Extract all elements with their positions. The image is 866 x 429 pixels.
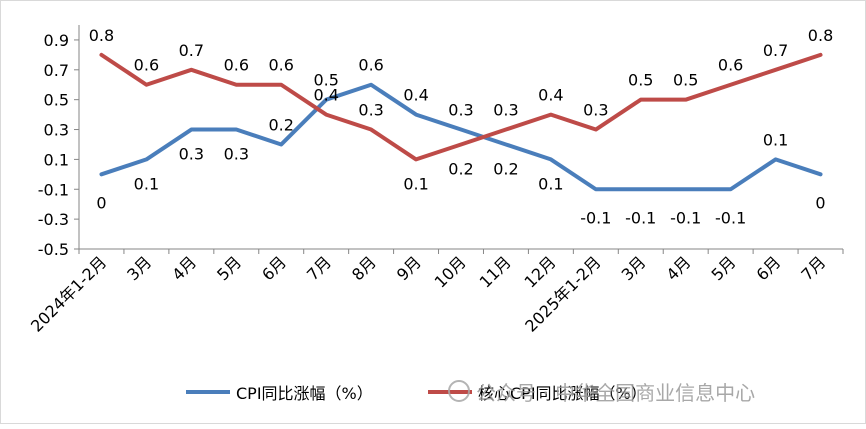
cpi-data-label: 0.5 <box>313 71 338 90</box>
core-cpi-data-label: 0.5 <box>673 71 698 90</box>
cpi-data-label: -0.1 <box>580 208 611 227</box>
x-tick-label: 8月 <box>348 252 380 284</box>
data-labels: 00.10.3 0.30.20.50.60.40.30.20.1-0.1 -0.1-… <box>89 26 834 227</box>
cpi-data-label: -0.1 <box>625 208 656 227</box>
core-cpi-series-line <box>99 52 823 162</box>
core-cpi-data-label: 0.6 <box>718 56 743 75</box>
watermark: 公众号 · 中华全国商业信息中心 <box>448 376 755 406</box>
x-tick-label: 6月 <box>752 252 784 284</box>
cpi-data-label: 0 <box>815 193 825 212</box>
core-cpi-data-label: 0.4 <box>313 86 338 105</box>
cpi-data-label: 0.3 <box>224 145 249 164</box>
cpi-data-label: 0.3 <box>179 145 204 164</box>
core-cpi-data-label: 0.7 <box>179 41 204 60</box>
x-tick-label: 4月 <box>663 252 695 284</box>
core-cpi-data-label: 0.8 <box>808 26 833 45</box>
core-cpi-data-label: 0.6 <box>134 56 159 75</box>
cpi-data-label: 0.1 <box>134 174 159 193</box>
core-cpi-data-label: 0.1 <box>403 174 428 193</box>
x-tick-label: 5月 <box>708 252 740 284</box>
legend-label-core-cpi: 核心CPI同比涨幅（%） <box>478 384 647 403</box>
x-tick-label: 12月 <box>521 252 560 291</box>
y-tick-label: 0.3 <box>44 121 69 140</box>
x-tick-label: 4月 <box>168 252 200 284</box>
x-tick-label: 7月 <box>303 252 335 284</box>
cpi-data-label: 0.2 <box>493 159 518 178</box>
legend-label-cpi: CPI同比涨幅（%） <box>236 384 373 403</box>
y-tick-label: 0.1 <box>44 150 69 169</box>
core-cpi-data-label: 0.6 <box>269 56 294 75</box>
y-tick-label: 0.9 <box>44 31 69 50</box>
x-tick-label: 9月 <box>393 252 425 284</box>
core-cpi-data-label: 0.8 <box>89 26 114 45</box>
x-tick-label: 5月 <box>213 252 245 284</box>
cpi-data-label: 0.3 <box>448 101 473 120</box>
wechat-icon <box>448 380 470 402</box>
legend-item-cpi: CPI同比涨幅（%） <box>186 380 373 404</box>
cpi-data-label: 0.2 <box>269 115 294 134</box>
core-cpi-data-label: 0.7 <box>763 41 788 60</box>
x-tick-label: 2024年1-2月 <box>27 252 110 335</box>
x-tick-label: 3月 <box>123 252 155 284</box>
series-lines <box>99 52 823 192</box>
x-tick-label: 3月 <box>618 252 650 284</box>
core-cpi-data-label: 0.3 <box>583 101 608 120</box>
x-tick-label: 6月 <box>258 252 290 284</box>
core-cpi-data-label: 0.4 <box>538 86 563 105</box>
watermark-text: 公众号 · 中华全国商业信息中心 <box>476 380 756 405</box>
cpi-data-label: 0.1 <box>763 130 788 149</box>
x-tick-label: 10月 <box>431 252 470 291</box>
y-tick-label: 0.7 <box>44 61 69 80</box>
cpi-data-label: -0.1 <box>670 208 701 227</box>
y-tick-label: -0.3 <box>38 210 69 229</box>
y-tick-label: -0.5 <box>38 240 69 259</box>
y-tick-label: 0.5 <box>44 91 69 110</box>
x-tick-label: 11月 <box>476 252 515 291</box>
legend-swatch-cpi <box>186 390 230 394</box>
cpi-data-label: 0 <box>96 193 106 212</box>
core-cpi-data-label: 0.2 <box>448 159 473 178</box>
cpi-data-label: 0.1 <box>538 174 563 193</box>
cpi-data-label: -0.1 <box>715 208 746 227</box>
x-tick-label: 7月 <box>797 252 829 284</box>
cpi-data-label: 0.4 <box>403 86 428 105</box>
cpi-data-label: 0.6 <box>358 56 383 75</box>
core-cpi-data-label: 0.3 <box>358 101 383 120</box>
y-tick-label: -0.1 <box>38 180 69 199</box>
core-cpi-data-label: 0.6 <box>224 56 249 75</box>
cpi-series-line <box>99 82 823 192</box>
core-cpi-data-label: 0.3 <box>493 101 518 120</box>
core-cpi-data-label: 0.5 <box>628 71 653 90</box>
